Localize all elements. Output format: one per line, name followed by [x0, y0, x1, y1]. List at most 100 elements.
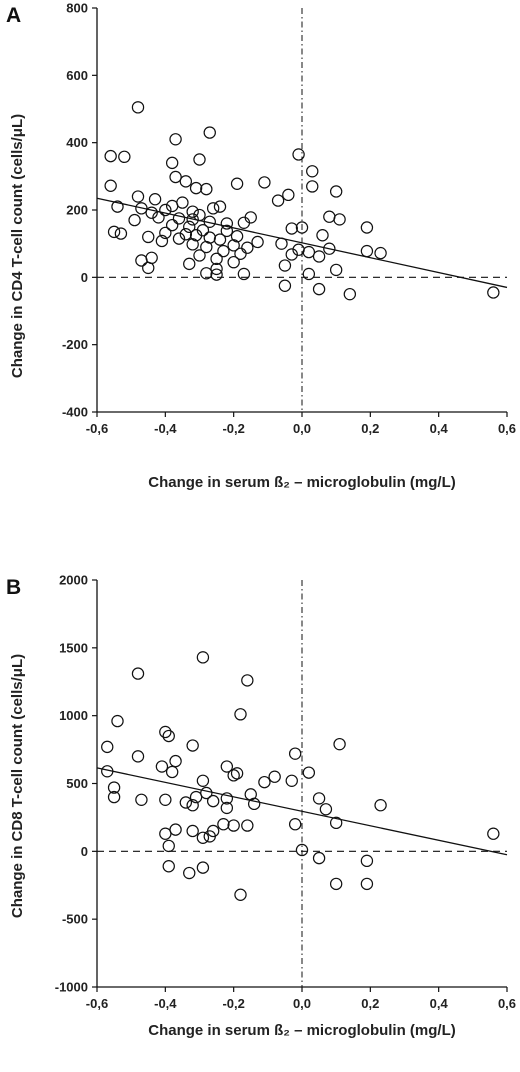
panel-b-data-point: [107, 790, 121, 804]
panel-b-y-tick-label: 2000: [59, 573, 88, 588]
panel-b-data-point: [131, 750, 145, 763]
panel-b-data-point: [159, 725, 172, 739]
panel-b-data-point: [162, 839, 175, 853]
panel-b-x-tick-label: -0,6: [86, 996, 108, 1011]
panel-a-data-point: [213, 200, 227, 213]
panel-b-data-point: [374, 799, 387, 812]
panel-a-data-point: [302, 267, 316, 281]
panel-a-data-point: [220, 224, 234, 238]
panel-a-data-point: [285, 248, 298, 261]
panel-b-data-point: [159, 827, 172, 840]
panel-a-data-point: [169, 170, 182, 184]
panel-a-data-point: [213, 233, 227, 246]
panel-a-data-point: [152, 211, 165, 224]
panel-a-data-point: [203, 215, 216, 228]
panel-a-data-point: [165, 156, 179, 170]
panel-b-x-tick-label: 0,6: [498, 996, 516, 1011]
panel-a-data-point: [179, 228, 193, 241]
panel-a-x-tick-label: -0,4: [154, 421, 177, 436]
panel-b-data-point: [288, 818, 302, 831]
panel-b-y-tick-label: -500: [62, 912, 88, 927]
panel-b-data-point: [288, 747, 302, 760]
panel-a-data-point: [282, 188, 295, 202]
panel-a-data-point: [278, 279, 292, 292]
panel-a-data-point: [200, 182, 213, 196]
panel-b-data-point: [360, 854, 374, 868]
panel-a-data-point: [360, 221, 374, 234]
panel-b-x-tick-label: 0,0: [293, 996, 311, 1011]
panel-b-data-point: [203, 830, 216, 843]
panel-b-data-point: [111, 714, 124, 728]
panel-b-data-point: [101, 765, 114, 778]
panel-a-data-point: [189, 181, 203, 195]
panel-b-data-point: [285, 774, 298, 787]
panel-a-data-point: [230, 230, 244, 243]
panel-a-data-point: [234, 247, 247, 260]
panel-b-data-point: [165, 765, 179, 779]
panel-b-data-point: [107, 781, 121, 794]
panel-a-y-tick-label: 0: [81, 270, 88, 285]
panel-a-x-tick-label: -0,6: [86, 421, 108, 436]
panel-a-data-point: [159, 203, 172, 217]
panel-b-data-point: [186, 824, 199, 838]
panel-a-data-point: [131, 190, 145, 203]
panel-a-data-point: [183, 220, 196, 234]
panel-b-data-point: [312, 792, 326, 805]
panel-a-x-tick-label: 0,2: [361, 421, 379, 436]
panel-b-x-tick-label: 0,4: [430, 996, 449, 1011]
panel-a-x-tick-label: -0,2: [222, 421, 244, 436]
panel-b-data-point: [241, 819, 254, 832]
panel-a-data-point: [323, 242, 336, 255]
panel-a-data-point: [329, 263, 343, 277]
panel-b-data-point: [169, 754, 182, 768]
panel-b-data-point: [234, 708, 247, 721]
panel-a-data-point: [131, 101, 145, 114]
panel-a-data-point: [312, 282, 326, 296]
panel-a-data-point: [360, 244, 374, 258]
panel-b-data-point: [220, 801, 234, 815]
panel-a-x-tick-label: 0,4: [430, 421, 449, 436]
panel-a-y-tick-label: 400: [66, 135, 88, 150]
panel-a-data-point: [186, 238, 199, 251]
panel-b-data-point: [179, 796, 193, 809]
panel-a-data-point: [295, 221, 309, 234]
panel-b-data-point: [196, 651, 210, 664]
panel-a-data-point: [302, 245, 316, 259]
panel-b-letter: B: [6, 576, 21, 599]
panel-a-y-tick-label: -200: [62, 337, 88, 352]
panel-b-y-axis-label: Change in CD8 T-cell count (cells/μL): [9, 654, 26, 918]
panel-a-data-point: [183, 257, 196, 271]
panel-b-data-point: [206, 794, 220, 808]
panel-a-data-point: [203, 126, 216, 139]
panel-a-data-point: [193, 153, 206, 166]
panel-a-data-point: [176, 196, 189, 209]
panel-a-data-point: [227, 255, 240, 269]
panel-b-data-point: [189, 790, 203, 804]
panel-a-data-point: [374, 246, 387, 260]
panel-b-data-point: [101, 740, 114, 754]
panel-a-data-point: [306, 165, 319, 178]
panel-a-data-point: [206, 202, 220, 215]
panel-b-data-point: [183, 866, 196, 880]
panel-b-x-tick-label: 0,2: [361, 996, 379, 1011]
panel-b-data-point: [295, 843, 309, 857]
panel-b-y-tick-label: 0: [81, 844, 88, 859]
panel-b-x-axis-label: Change in serum ß₂ – microglobulin (mg/L…: [148, 1022, 456, 1039]
panel-b-data-point: [131, 667, 145, 680]
panel-a-data-point: [135, 254, 148, 267]
panel-a-data-point: [210, 252, 223, 266]
panel-b-regression-line: [96, 767, 508, 856]
panel-b-data-point: [487, 827, 500, 840]
panel-a-data-point: [275, 237, 288, 250]
panel-a-data-point: [241, 241, 254, 254]
panel-a-data-point: [230, 177, 244, 190]
panel-a-data-point: [135, 202, 148, 215]
panel-a-data-point: [179, 175, 193, 188]
panel-b-data-point: [162, 860, 175, 873]
panel-a-data-point: [285, 222, 298, 235]
panel-a-data-point: [159, 226, 172, 240]
panel-a-data-point: [271, 194, 285, 207]
panel-a-y-tick-label: 600: [66, 68, 88, 83]
panel-a-data-point: [155, 234, 169, 248]
panel-b-data-point: [217, 818, 230, 831]
